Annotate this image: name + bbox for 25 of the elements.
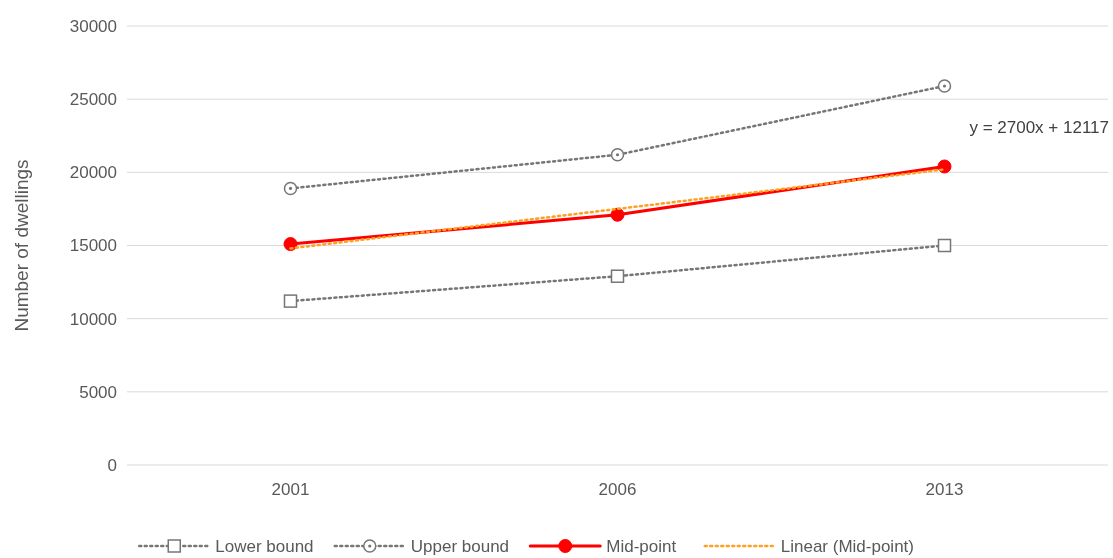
y-tick-label: 15000	[69, 236, 117, 256]
point	[610, 269, 625, 283]
legend-label: Linear (Mid-point)	[780, 536, 914, 556]
point	[937, 79, 952, 93]
x-tick-label: 2001	[271, 480, 310, 499]
y-tick-label: 10000	[69, 309, 117, 329]
legend-label: Upper bound	[410, 536, 510, 556]
legend-label: Lower bound	[215, 536, 314, 556]
y-axis-title: Number of dwellings	[11, 159, 32, 332]
y-tick-label: 25000	[69, 90, 117, 110]
point	[283, 237, 298, 252]
y-tick-label: 30000	[69, 16, 117, 36]
point	[610, 148, 625, 162]
annotation: y = 2700x + 12117	[969, 118, 1109, 137]
legend-label: Mid-point	[606, 536, 677, 556]
point	[283, 181, 298, 196]
point	[610, 207, 625, 222]
y-tick-label: 20000	[69, 163, 117, 183]
y-tick-label: 0	[107, 455, 117, 475]
point	[937, 238, 952, 253]
y-tick-label: 5000	[79, 382, 117, 402]
x-tick-label: 2013	[925, 480, 964, 499]
point	[283, 294, 298, 308]
x-tick-label: 2006	[598, 480, 637, 499]
point	[937, 159, 952, 174]
